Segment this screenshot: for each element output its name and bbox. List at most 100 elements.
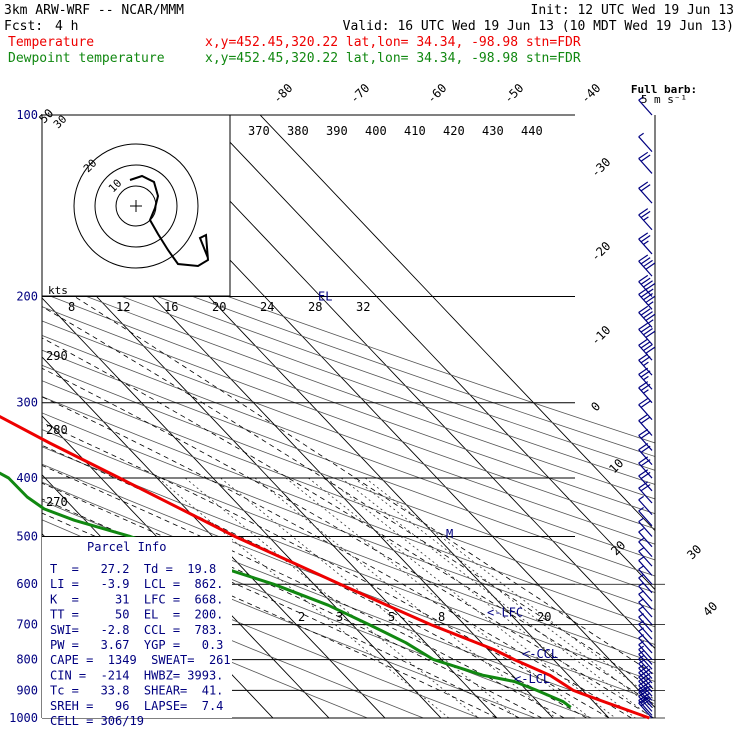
wind-barbs <box>638 96 656 719</box>
mixing-ratio-label: 20 <box>212 300 226 314</box>
isotherm-line <box>42 179 554 718</box>
pressure-tick-label: 600 <box>16 577 38 591</box>
parcel-info-row: PW = 3.67 YGP = 0.3 <box>50 638 223 652</box>
wind-barb <box>638 428 653 451</box>
dry-adiabat-line <box>42 349 655 577</box>
wind-barb <box>638 517 653 537</box>
theta-e-label: 400 <box>365 124 387 138</box>
isotherm-label-right: 10 <box>606 456 626 476</box>
wind-barb <box>638 274 656 297</box>
theta-label-left: 280 <box>46 423 68 437</box>
isotherm-line <box>42 356 386 718</box>
wind-key-title: Full barb: <box>631 83 697 96</box>
level-marker-label: <-LCL <box>514 672 550 686</box>
pressure-tick-label: 100 <box>16 108 38 122</box>
temperature-legend: Temperature <box>8 35 94 50</box>
isotherm-line <box>203 115 655 591</box>
pressure-tick-label: 500 <box>16 529 38 543</box>
wind-barb <box>638 481 653 504</box>
level-marker-label: EL <box>318 290 332 304</box>
mixing-ratio-label: 12 <box>116 300 130 314</box>
theta-label-left: 270 <box>46 495 68 509</box>
moist-adiabat-line <box>42 482 542 718</box>
hodograph-trace <box>129 174 210 268</box>
isotherm-line <box>42 238 498 718</box>
forecast-hour: 4 h <box>55 19 78 34</box>
parcel-info-title: Parcel Info <box>87 540 166 554</box>
wind-barb <box>638 547 653 567</box>
level-marker-label: <-CCL <box>522 647 558 661</box>
isotherm-label-right: -10 <box>588 323 613 348</box>
isotherm-label-top: -80 <box>270 81 295 106</box>
mixing-ratio-label-lower: 8 <box>438 610 445 624</box>
dry-adiabat-line <box>42 446 655 683</box>
wind-barb <box>638 574 653 594</box>
wind-barb <box>638 397 653 421</box>
mixing-ratio-label: 24 <box>260 300 274 314</box>
dry-adiabat-line <box>42 227 655 444</box>
forecast-label: Fcst: <box>4 19 43 34</box>
theta-e-label: 380 <box>287 124 309 138</box>
wind-barb <box>638 181 653 204</box>
dry-adiabat-line <box>42 429 655 664</box>
theta-e-label: 440 <box>521 124 543 138</box>
isotherm-label-right: -30 <box>588 155 613 180</box>
wind-barb <box>638 338 656 361</box>
isotherm-label-right: 20 <box>608 538 628 558</box>
wind-barb <box>638 353 653 376</box>
pressure-tick-label: 200 <box>16 290 38 304</box>
parcel-info-row: SREH = 96 LAPSE= 7.4 <box>50 699 223 713</box>
dry-adiabat-line <box>42 380 655 610</box>
dewpoint-profile <box>0 471 572 709</box>
mixing-ratio-label: 8 <box>68 300 75 314</box>
isotherm-line <box>42 120 610 718</box>
wind-key-units: 5 m s⁻¹ <box>641 93 687 106</box>
pressure-tick-label: 800 <box>16 653 38 667</box>
hodograph-units: kts <box>48 284 68 297</box>
pressure-tick-label: 400 <box>16 471 38 485</box>
parcel-info-panel: Parcel Info T = 27.2 Td = 19.8LI = -3.9 … <box>42 537 232 728</box>
isotherm-label-top: -40 <box>578 81 603 106</box>
parcel-info-row: CIN = -214 HWBZ= 3993. <box>50 668 223 682</box>
theta-e-label: 410 <box>404 124 426 138</box>
dry-adiabat-line <box>42 306 655 530</box>
mixing-ratio-label: 32 <box>356 300 370 314</box>
wind-barb <box>638 527 653 548</box>
mixing-ratio-label-lower: 2 <box>298 610 305 624</box>
wind-barb <box>638 232 653 255</box>
isotherm-label-right: 0 <box>588 399 603 414</box>
parcel-info-row: CELL = 306/19 <box>50 714 144 728</box>
parcel-info-row: TT = 50 EL = 200. <box>50 608 223 622</box>
dry-adiabat-line <box>42 320 655 545</box>
mixing-ratio-label-lower: 20 <box>537 610 551 624</box>
wind-barb <box>638 132 653 153</box>
wind-barb <box>638 565 653 585</box>
dry-adiabat-line <box>42 239 655 457</box>
dry-adiabat-line <box>42 580 368 718</box>
isotherm-label-right: 30 <box>684 542 704 562</box>
dry-adiabat-line <box>42 292 655 515</box>
mixing-ratio-label: 28 <box>308 300 322 314</box>
isotherm-label-right: -20 <box>588 239 613 264</box>
pressure-tick-label: 700 <box>16 618 38 632</box>
parcel-info-row: T = 27.2 Td = 19.8 <box>50 562 216 576</box>
dewpoint-legend: Dewpoint temperature <box>8 51 165 66</box>
isotherm-line <box>147 115 655 650</box>
level-markers: EL <-LFC <-CCL <-LCL M <box>318 290 558 687</box>
theta-e-label: 420 <box>443 124 465 138</box>
wind-barb <box>638 254 656 277</box>
dry-adiabat-line <box>42 265 655 485</box>
model-title: 3km ARW-WRF -- NCAR/MMM <box>4 3 184 18</box>
mixing-ratio-label: 16 <box>164 300 178 314</box>
dry-adiabat-line <box>42 396 655 628</box>
mixing-ratio-label-lower: 3 <box>336 610 343 624</box>
mixing-ratio-label-lower: 5 <box>388 610 395 624</box>
isotherm-line <box>259 115 655 532</box>
dry-adiabat-line <box>42 278 655 500</box>
profiles <box>0 415 650 720</box>
parcel-info-row: Tc = 33.8 SHEAR= 41. <box>50 684 223 698</box>
pressure-tick-label: 900 <box>16 683 38 697</box>
dry-adiabat-line <box>42 412 655 645</box>
init-time: Init: 12 UTC Wed 19 Jun 13 <box>531 3 735 18</box>
